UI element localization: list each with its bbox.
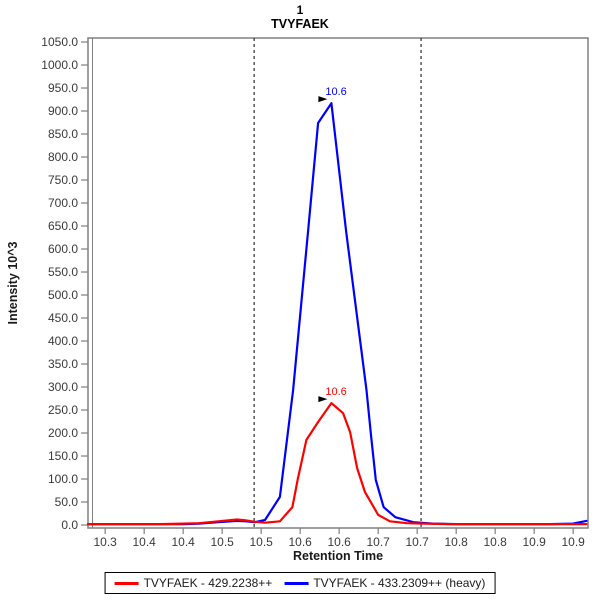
peptide-title: TVYFAEK — [271, 17, 329, 31]
y-tick-label: 700.0 — [48, 196, 78, 210]
y-tick-label: 250.0 — [48, 403, 78, 417]
x-tick-label: 10.8 — [444, 535, 468, 549]
y-tick-label: 150.0 — [48, 449, 78, 463]
legend: TVYFAEK - 429.2238++ TVYFAEK - 433.2309+… — [104, 572, 496, 594]
x-tick-label: 10.5 — [249, 535, 273, 549]
peak-apex-arrow-icon — [318, 96, 328, 103]
y-tick-label: 350.0 — [48, 357, 78, 371]
y-axis-title: Intensity 10^3 — [6, 241, 20, 324]
x-tick-label: 10.6 — [288, 535, 312, 549]
replicate-title: 1 — [297, 3, 304, 17]
x-tick-label: 10.5 — [210, 535, 234, 549]
y-tick-label: 550.0 — [48, 265, 78, 279]
x-tick-label: 10.6 — [327, 535, 351, 549]
y-tick-label: 800.0 — [48, 150, 78, 164]
x-tick-label: 10.4 — [171, 535, 195, 549]
light-series-line-swatch — [114, 581, 139, 585]
y-tick-label: 1050.0 — [41, 35, 78, 49]
y-tick-label: 500.0 — [48, 288, 78, 302]
x-tick-label: 10.8 — [483, 535, 507, 549]
y-tick-label: 400.0 — [48, 334, 78, 348]
y-tick-label: 650.0 — [48, 219, 78, 233]
y-tick-label: 100.0 — [48, 472, 78, 486]
y-tick-label: 900.0 — [48, 104, 78, 118]
x-tick-label: 10.4 — [132, 535, 156, 549]
heavy-series-line-swatch — [284, 581, 309, 585]
y-tick-label: 200.0 — [48, 426, 78, 440]
y-tick-label: 0.0 — [61, 518, 78, 532]
x-axis-title: Retention Time — [293, 549, 383, 563]
peak-rt-annotation: 10.6 — [325, 386, 346, 398]
x-tick-label: 10.7 — [405, 535, 429, 549]
y-tick-label: 50.0 — [55, 495, 79, 509]
x-tick-label: 10.7 — [366, 535, 390, 549]
legend-label-heavy: TVYFAEK - 433.2309++ (heavy) — [313, 576, 486, 590]
legend-item-light: TVYFAEK - 429.2238++ — [114, 576, 273, 590]
peak-apex-arrow-icon — [318, 396, 328, 403]
plot-layer: 0.0 50.0 100.0 150.0 200.0 250.0 300.0 350.0 400… — [41, 35, 589, 549]
y-tick-label: 450.0 — [48, 311, 78, 325]
y-tick-label: 950.0 — [48, 81, 78, 95]
legend-label-light: TVYFAEK - 429.2238++ — [143, 576, 273, 590]
chromatogram-trace — [86, 402, 588, 526]
y-tick-label: 1000.0 — [41, 58, 78, 72]
x-tick-label: 10.9 — [522, 535, 546, 549]
y-tick-label: 600.0 — [48, 242, 78, 256]
plot-frame — [87, 37, 589, 529]
x-tick-label: 10.9 — [561, 535, 585, 549]
peak-rt-annotation: 10.6 — [325, 86, 346, 98]
y-tick-label: 850.0 — [48, 127, 78, 141]
y-tick-label: 300.0 — [48, 380, 78, 394]
legend-item-heavy: TVYFAEK - 433.2309++ (heavy) — [284, 576, 485, 590]
x-tick-label: 10.3 — [93, 535, 117, 549]
y-tick-label: 750.0 — [48, 173, 78, 187]
